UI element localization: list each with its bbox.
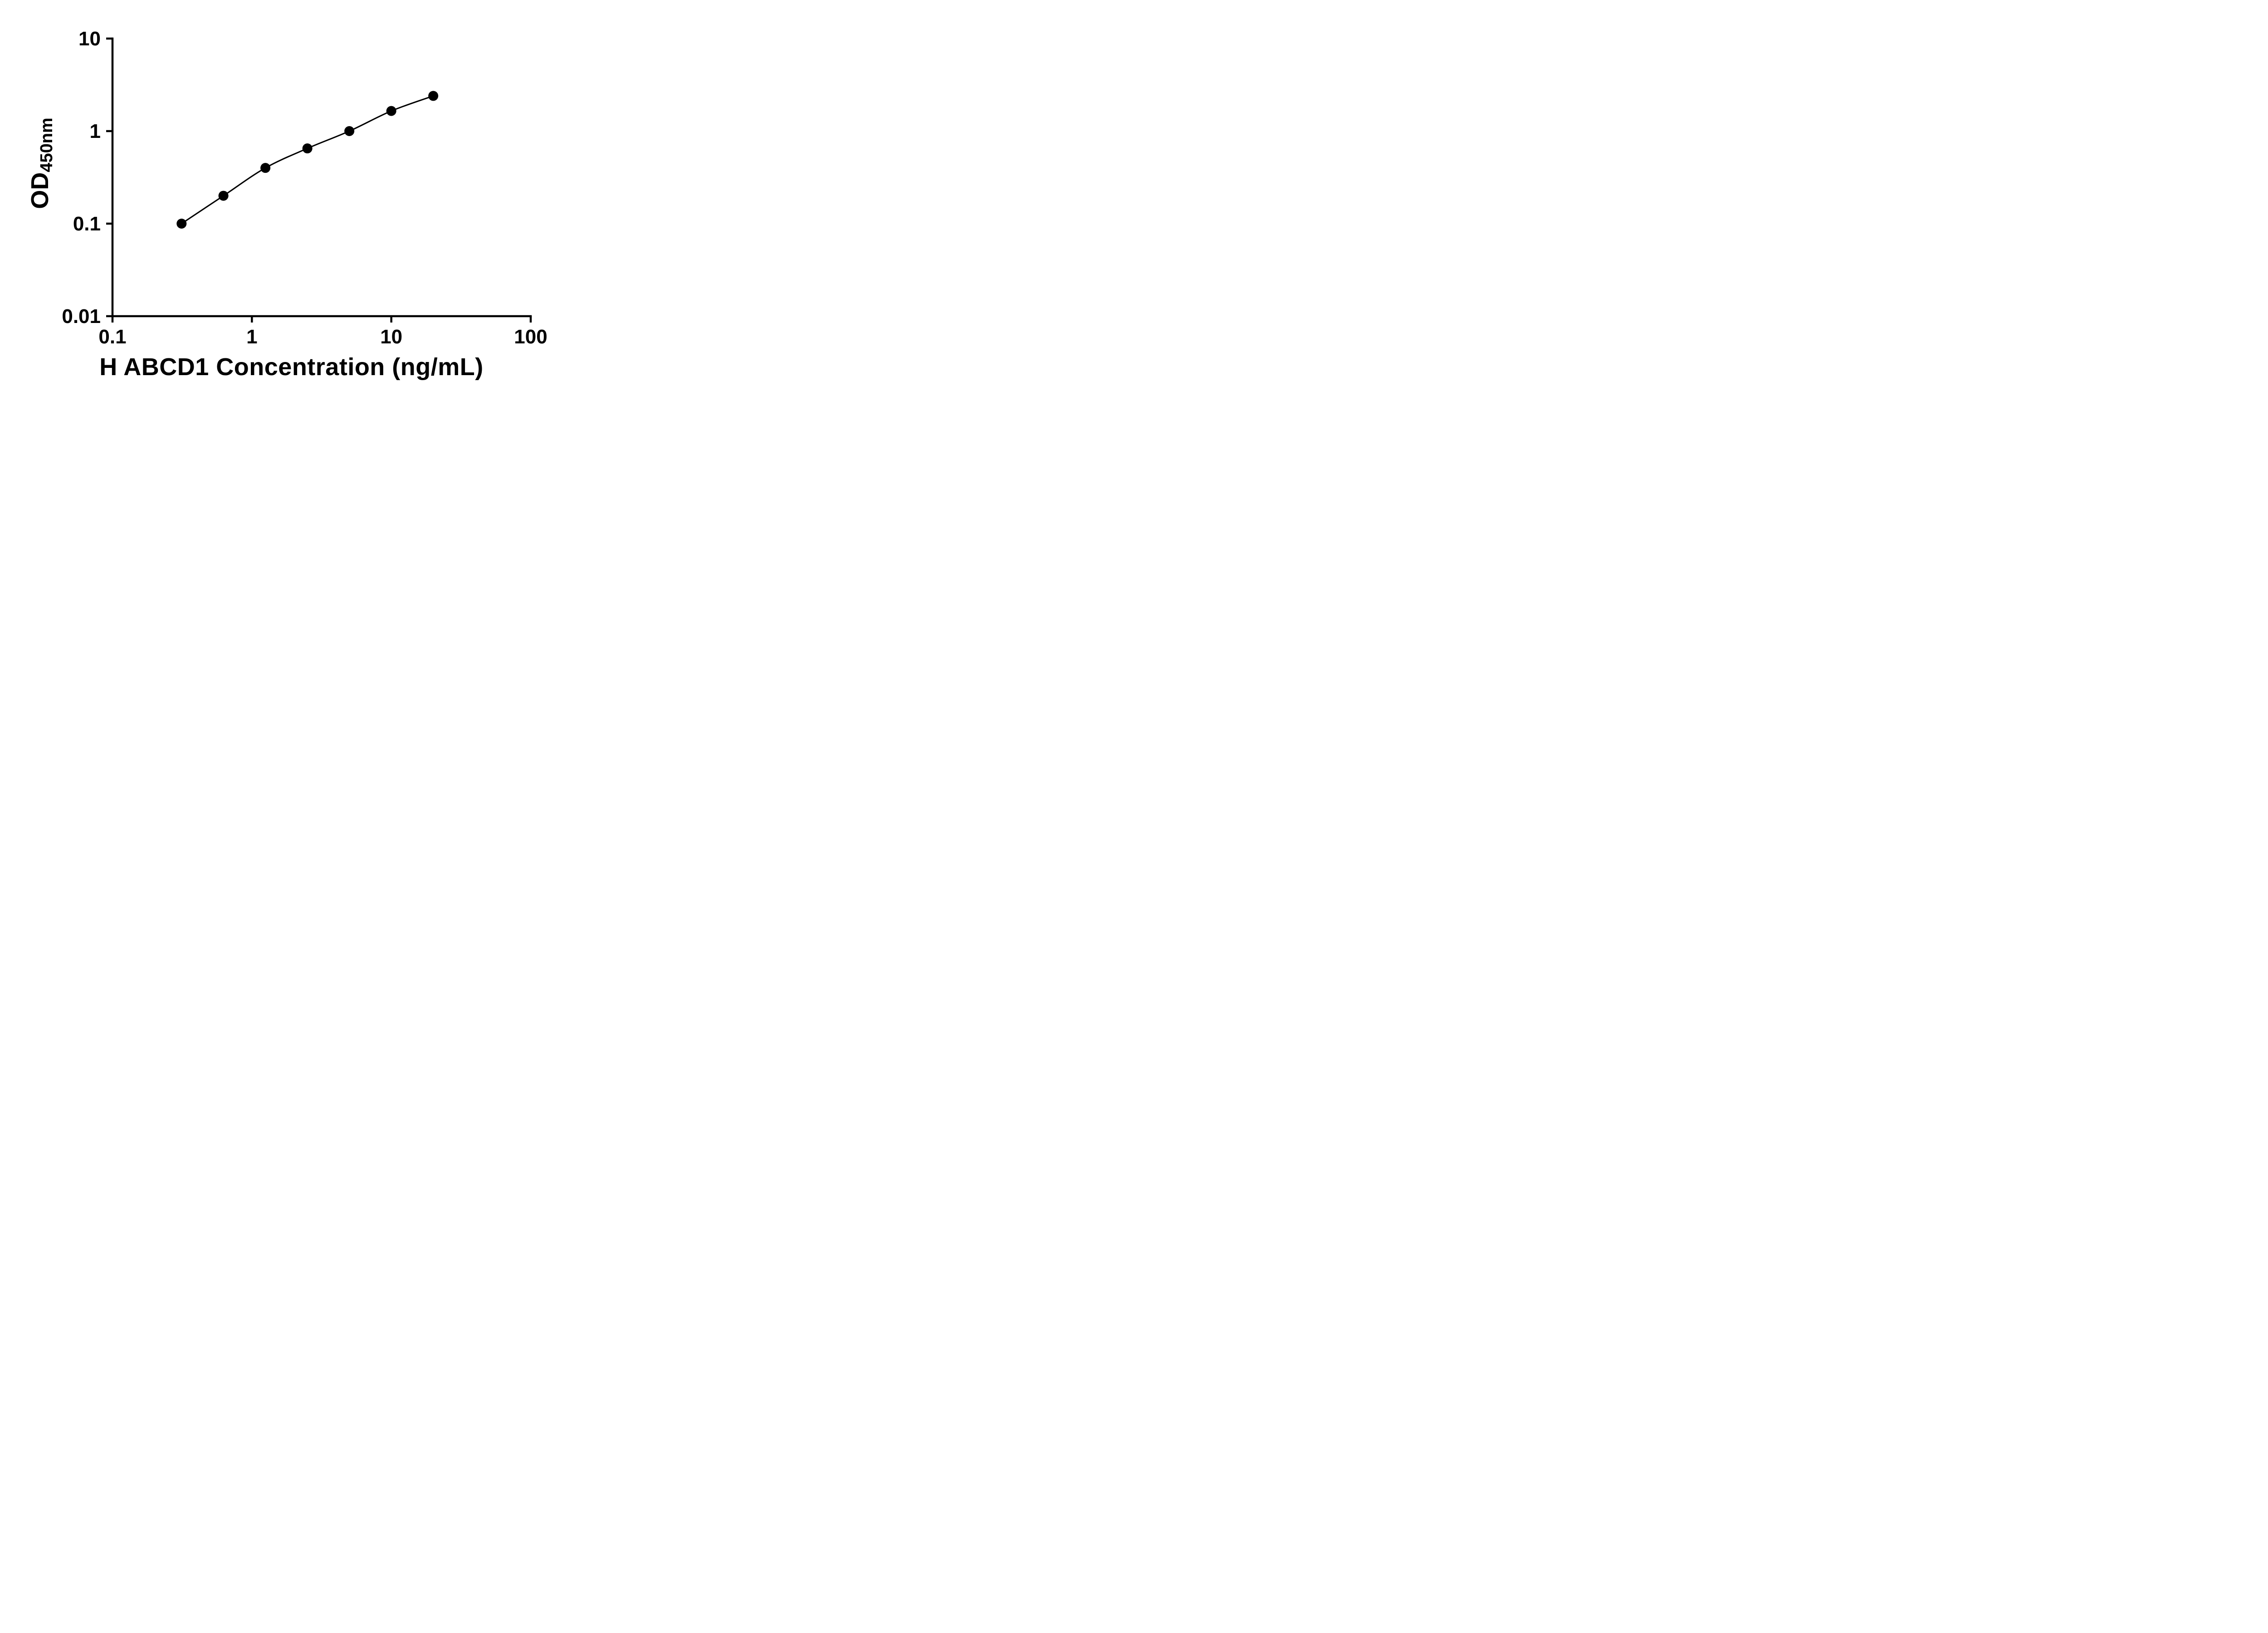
fit-curve-line [181, 95, 434, 225]
y-axis-tick-label: 0.01 [62, 305, 101, 328]
data-point-marker [344, 126, 355, 136]
data-point-marker [302, 143, 313, 154]
x-axis-title: H ABCD1 Concentration (ng/mL) [0, 353, 583, 381]
data-point-marker [386, 106, 396, 116]
x-axis-tick-label: 10 [380, 326, 402, 348]
y-axis-tick-label: 0.1 [73, 213, 101, 235]
x-axis-tick-label: 100 [514, 326, 547, 348]
x-axis-title-text: H ABCD1 Concentration (ng/mL) [99, 353, 484, 381]
elisa-standard-curve-figure: 0.1 1 10 100 0.01 0.1 1 10 H ABCD1 Concentratio… [0, 0, 583, 408]
data-point-marker [260, 163, 271, 173]
y-axis-tick-label: 10 [78, 28, 101, 50]
y-axis-tick-label: 1 [90, 120, 101, 142]
data-point-marker [428, 91, 439, 101]
data-point-marker [218, 191, 229, 201]
x-axis-tick-label: 1 [246, 326, 257, 348]
x-axis-tick-label: 0.1 [98, 326, 126, 348]
y-axis-title: OD450nm [26, 117, 56, 209]
data-point-marker [176, 219, 187, 229]
axis-line [111, 37, 532, 318]
y-axis-title-main: OD [26, 172, 54, 209]
y-axis-title-subscript: 450nm [37, 117, 56, 172]
